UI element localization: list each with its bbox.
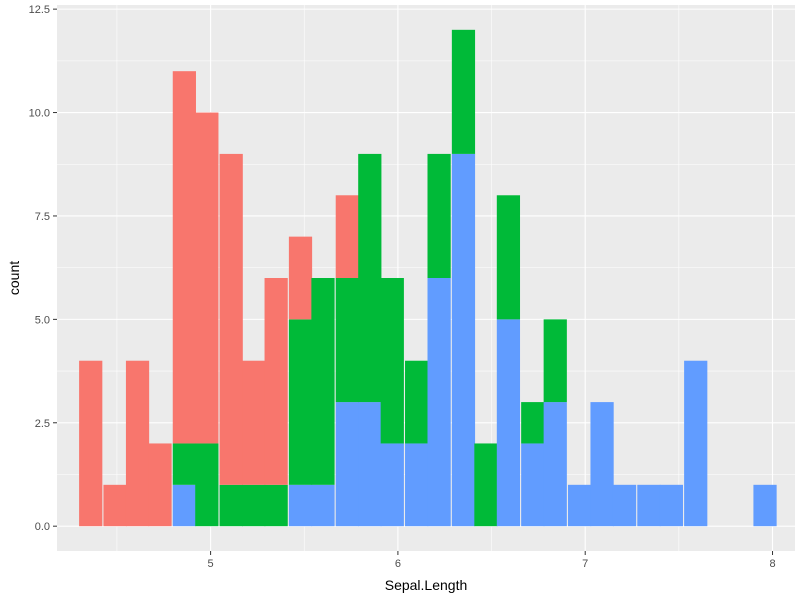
histogram-bar: [288, 319, 313, 485]
bars: [79, 29, 777, 527]
histogram-bar: [659, 484, 683, 527]
histogram-bar: [358, 153, 382, 403]
histogram-bar: [567, 484, 592, 527]
histogram-bar: [405, 443, 429, 527]
histogram-bar: [195, 443, 219, 527]
histogram-bar: [380, 278, 404, 444]
x-tick-label: 8: [769, 558, 775, 570]
histogram-bar: [103, 484, 127, 527]
y-tick-label: 12.5: [29, 4, 50, 16]
histogram-bar: [474, 443, 498, 527]
histogram-bar: [242, 360, 266, 485]
y-tick-label: 0.0: [35, 521, 50, 533]
histogram-bar: [496, 319, 521, 527]
histogram-bar: [590, 402, 614, 527]
histogram-bar: [451, 29, 476, 154]
histogram-bar: [521, 402, 545, 444]
histogram-bar: [172, 484, 196, 527]
histogram-bar: [521, 443, 545, 527]
histogram-bar: [172, 71, 196, 444]
histogram-bar: [288, 484, 313, 527]
histogram-bar: [195, 112, 219, 444]
histogram-bar: [264, 484, 288, 527]
histogram-bar: [612, 484, 637, 527]
y-axis-title: count: [6, 261, 22, 295]
histogram-bar: [311, 278, 335, 485]
x-tick-label: 7: [582, 558, 588, 570]
x-axis-title: Sepal.Length: [385, 577, 468, 593]
y-tick-label: 7.5: [35, 211, 50, 223]
histogram-bar: [335, 195, 359, 278]
y-tick-label: 2.5: [35, 418, 50, 430]
histogram-bar: [148, 443, 172, 527]
histogram-bar: [125, 360, 150, 527]
y-axis: 0.0 2.5 5.0 7.5 10.0 12.5: [29, 4, 57, 533]
histogram-bar: [753, 484, 777, 527]
histogram-bar: [335, 278, 359, 403]
x-tick-label: 5: [208, 558, 214, 570]
histogram-bar: [380, 443, 404, 527]
histogram-bar: [311, 484, 335, 527]
histogram-bar: [637, 484, 661, 527]
histogram-bar: [242, 484, 266, 527]
histogram-bar: [288, 236, 313, 320]
histogram-bar: [264, 278, 288, 485]
histogram-bar: [451, 153, 476, 527]
x-tick-label: 6: [395, 558, 401, 570]
histogram-bar: [172, 443, 196, 485]
histogram-bar: [427, 153, 451, 278]
histogram-bar: [335, 402, 359, 527]
histogram-bar: [543, 319, 567, 403]
histogram-bar: [427, 278, 451, 527]
histogram-bar: [79, 360, 103, 527]
histogram-bar: [405, 360, 429, 444]
histogram-bar: [358, 402, 382, 527]
histogram-bar: [219, 484, 243, 527]
y-tick-label: 5.0: [35, 314, 50, 326]
histogram-bar: [543, 402, 567, 527]
histogram-bar: [496, 195, 521, 320]
x-axis: 5 6 7 8: [208, 551, 776, 570]
histogram-bar: [219, 153, 243, 485]
y-tick-label: 10.0: [29, 108, 50, 120]
histogram-bar: [684, 360, 708, 527]
